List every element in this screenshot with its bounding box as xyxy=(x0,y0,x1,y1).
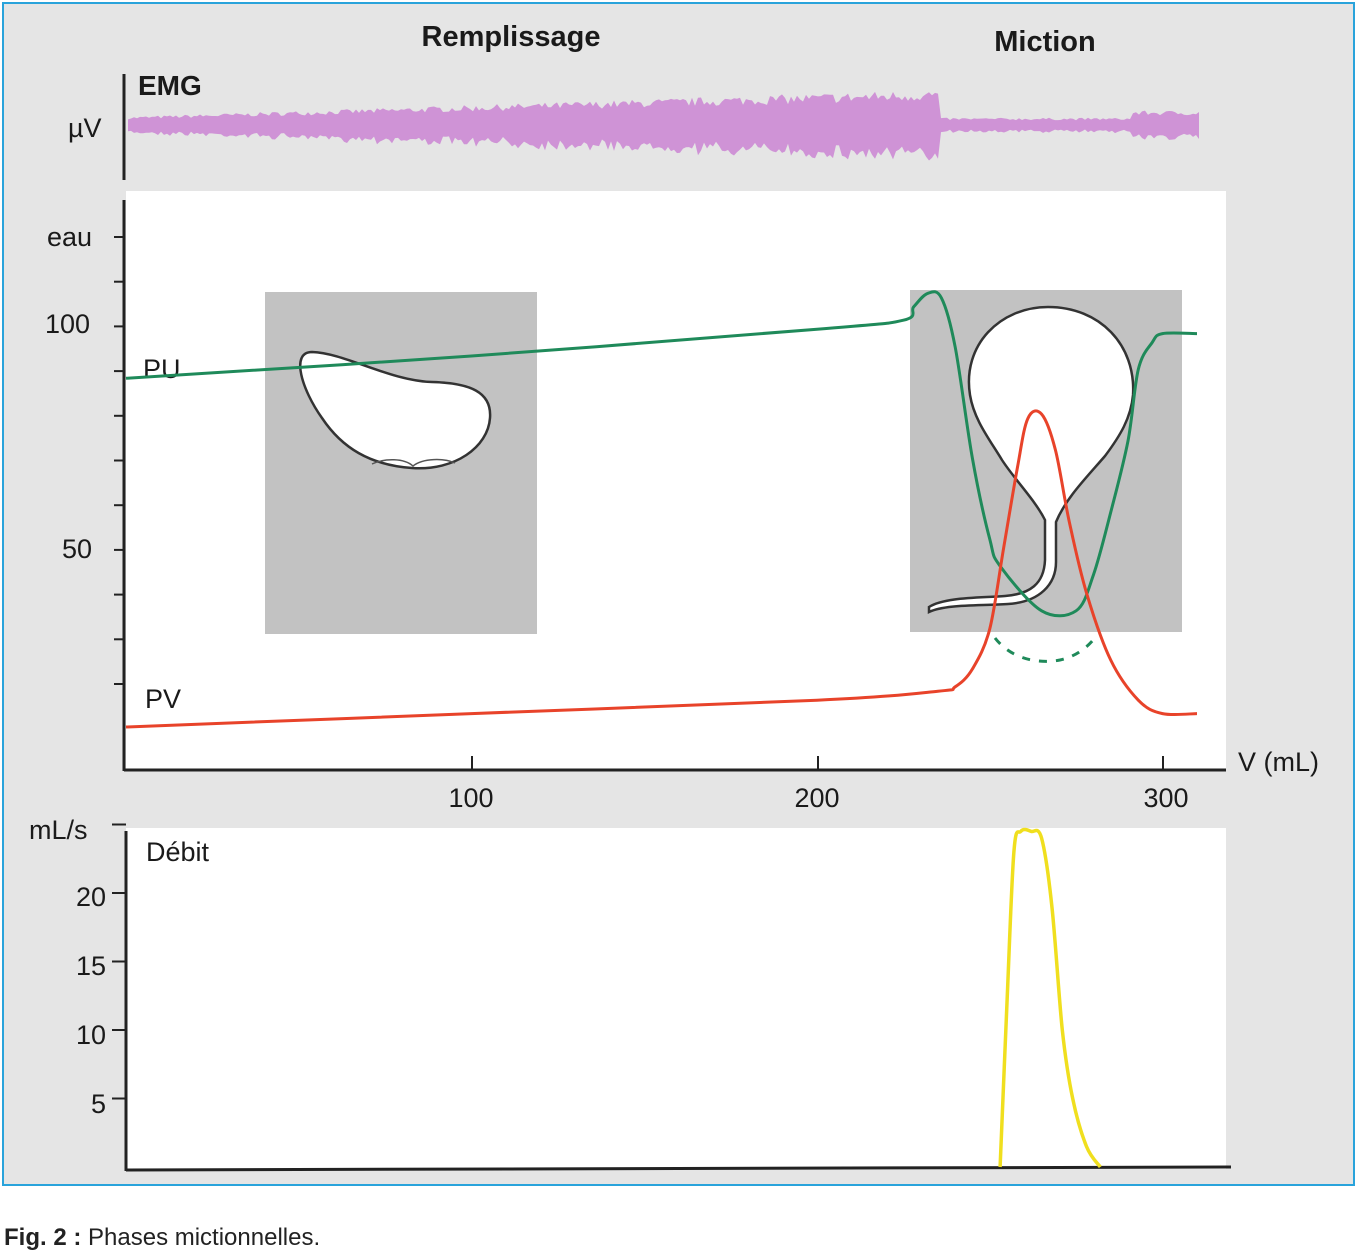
volume-tick-100: 100 xyxy=(448,783,493,813)
flow-tick-15: 15 xyxy=(76,951,106,981)
phase-filling-label: Remplissage xyxy=(422,21,601,53)
filling-bladder-icon xyxy=(299,350,492,470)
emg-unit: µV xyxy=(68,113,102,143)
phase-voiding-label: Miction xyxy=(994,26,1096,58)
bladder-neck-icon xyxy=(371,458,456,467)
flow-series-line xyxy=(998,827,1102,1169)
flow-unit-label: mL/s xyxy=(29,815,88,845)
volume-tick-300: 300 xyxy=(1143,783,1188,813)
volume-axis-label: V (mL) xyxy=(1238,747,1319,777)
emg-label: EMG xyxy=(138,70,202,101)
flow-tick-20: 20 xyxy=(76,882,106,912)
pressure-tick-50: 50 xyxy=(62,534,92,564)
flow-panel xyxy=(126,828,1226,1169)
flow-curve-label: Débit xyxy=(146,837,210,867)
caption-prefix: Fig. 2 : xyxy=(4,1224,82,1251)
pu-series-line xyxy=(125,290,1198,618)
pu-dashed-segment xyxy=(993,634,1099,663)
emg-trace xyxy=(128,91,1199,161)
figure-caption: Fig. 2 : Phases mictionnelles. xyxy=(4,1224,320,1252)
flow-tick-5: 5 xyxy=(91,1089,106,1119)
pressure-tick-100: 100 xyxy=(45,309,90,339)
caption-text: Phases mictionnelles. xyxy=(81,1224,321,1251)
pv-series-line xyxy=(125,409,1198,729)
pressure-axis-ticks xyxy=(114,236,124,685)
flow-axis-ticks xyxy=(112,823,126,1100)
flow-tick-10: 10 xyxy=(76,1020,106,1050)
pu-curve-label: PU xyxy=(143,354,181,384)
pressure-unit-label: eau xyxy=(47,222,92,252)
flow-x-axis xyxy=(125,1165,1232,1172)
pv-curve-label: PV xyxy=(145,684,181,714)
volume-tick-200: 200 xyxy=(794,783,839,813)
voiding-bladder-icon xyxy=(927,305,1135,614)
